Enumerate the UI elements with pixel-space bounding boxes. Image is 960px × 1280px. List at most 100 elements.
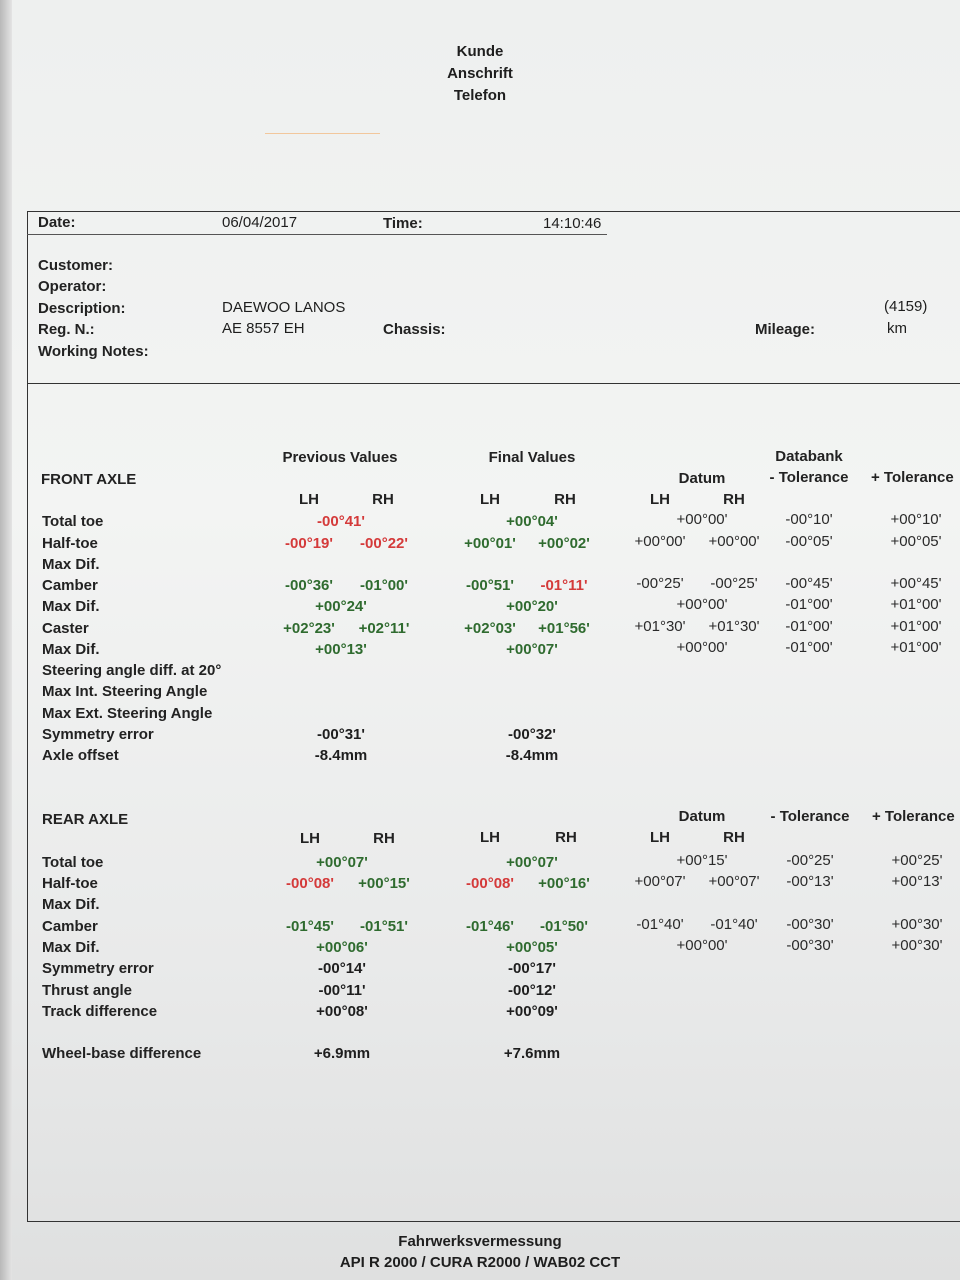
databank-d-l: -00°25' (636, 575, 684, 592)
value-fin-l: -01°46' (466, 918, 514, 935)
row-label: Max Dif. (42, 939, 100, 956)
value-prev-c: -8.4mm (314, 747, 368, 764)
databank-d-r: +01°30' (708, 618, 760, 635)
databank-d-c: +00°00' (676, 511, 728, 528)
front-datum-lh: LH (650, 491, 670, 508)
value-prev-c: -00°41' (317, 513, 365, 530)
databank-tm: -00°30' (786, 916, 834, 933)
front-datum-rh: RH (723, 491, 745, 508)
rear-prev-lh: LH (300, 830, 320, 847)
databank-tp: +01°00' (890, 596, 942, 613)
value-prev-c: +6.9mm (313, 1045, 371, 1062)
date-label: Date: (38, 214, 76, 231)
databank-tp: +01°00' (890, 639, 942, 656)
front-minus-tol-header: - Tolerance (769, 469, 849, 486)
databank-tp: +00°05' (890, 533, 942, 550)
databank-tm: -00°30' (786, 937, 834, 954)
databank-d-c: +00°00' (676, 596, 728, 613)
row-label: Caster (42, 620, 89, 637)
frame-left-line (27, 211, 28, 1222)
info-divider-line (27, 383, 960, 384)
header-telefon: Telefon (453, 87, 507, 104)
value-prev-l: -00°36' (285, 577, 333, 594)
row-label: Symmetry error (42, 726, 154, 743)
value-prev-c: -00°11' (318, 982, 366, 999)
databank-tm: -00°10' (785, 511, 833, 528)
value-prev-l: -01°45' (286, 918, 334, 935)
row-label: Thrust angle (42, 982, 133, 999)
row-label: Camber (42, 918, 98, 935)
databank-tm: -01°00' (785, 639, 833, 656)
row-label: Total toe (42, 513, 104, 530)
final-values-header: Final Values (488, 449, 576, 466)
value-prev-l: -00°08' (286, 875, 334, 892)
value-fin-c: +7.6mm (503, 1045, 561, 1062)
value-fin-l: +00°01' (464, 535, 516, 552)
reg-label: Reg. N.: (38, 321, 95, 338)
databank-tm: -01°00' (785, 596, 833, 613)
rear-datum-header: Datum (678, 808, 726, 825)
value-prev-r: +02°11' (358, 620, 410, 637)
databank-tm: -00°25' (786, 852, 834, 869)
value-prev-c: +00°13' (315, 641, 367, 658)
row-label: Max Ext. Steering Angle (42, 705, 213, 722)
row-label: Total toe (42, 854, 104, 871)
value-fin-c: -8.4mm (505, 747, 559, 764)
databank-d-c: +00°00' (676, 639, 728, 656)
rear-plus-tol-header: + Tolerance (872, 808, 955, 825)
value-prev-r: -01°51' (360, 918, 408, 935)
value-fin-c: +00°20' (506, 598, 558, 615)
front-datum-header: Datum (678, 470, 726, 487)
frame-bottom-line (27, 1221, 960, 1222)
rear-datum-rh: RH (723, 829, 745, 846)
value-fin-c: -00°32' (508, 726, 556, 743)
frame-top-line (27, 211, 960, 212)
databank-tp: +00°10' (890, 511, 942, 528)
row-label: Max Dif. (42, 556, 100, 573)
row-label: Max Dif. (42, 896, 100, 913)
rear-minus-tol-header: - Tolerance (770, 808, 850, 825)
databank-tp: +00°30' (891, 937, 943, 954)
description-code: (4159) (884, 298, 928, 315)
paper-edge (0, 0, 12, 1280)
value-fin-c: -00°12' (508, 982, 556, 999)
value-prev-l: +02°23' (283, 620, 335, 637)
value-fin-l: -00°51' (466, 577, 514, 594)
front-fin-lh: LH (480, 491, 500, 508)
row-label: Axle offset (42, 747, 119, 764)
value-fin-c: -00°17' (508, 960, 556, 977)
databank-d-r: -00°25' (710, 575, 758, 592)
databank-d-l: +01°30' (634, 618, 686, 635)
value-fin-r: -01°11' (540, 577, 588, 594)
value-fin-c: +00°04' (506, 513, 558, 530)
front-plus-tol-header: + Tolerance (871, 469, 954, 486)
databank-d-l: -01°40' (636, 916, 684, 933)
mileage-label: Mileage: (755, 321, 816, 338)
customer-label: Customer: (38, 257, 114, 274)
operator-label: Operator: (38, 278, 107, 295)
rear-fin-rh: RH (555, 829, 577, 846)
rear-datum-lh: LH (650, 829, 670, 846)
value-prev-c: +00°06' (316, 939, 368, 956)
databank-tp: +00°13' (891, 873, 943, 890)
value-fin-c: +00°09' (506, 1003, 558, 1020)
row-label: Half-toe (42, 875, 98, 892)
value-prev-c: +00°08' (316, 1003, 368, 1020)
rear-axle-title: REAR AXLE (42, 811, 129, 828)
value-prev-c: +00°24' (315, 598, 367, 615)
row-label: Max Dif. (42, 641, 100, 658)
databank-tp: +01°00' (890, 618, 942, 635)
footer-models: API R 2000 / CURA R2000 / WAB02 CCT (339, 1254, 621, 1271)
value-fin-r: +00°16' (538, 875, 590, 892)
row-label: Camber (42, 577, 98, 594)
reg-value: AE 8557 EH (222, 320, 305, 337)
databank-d-l: +00°00' (634, 533, 686, 550)
time-label: Time: (383, 215, 423, 232)
databank-d-r: +00°00' (708, 533, 760, 550)
footer-title: Fahrwerksvermessung (398, 1233, 562, 1250)
databank-tp: +00°25' (891, 852, 943, 869)
row-label: Symmetry error (42, 960, 154, 977)
date-underline (27, 234, 607, 235)
value-fin-l: +02°03' (464, 620, 516, 637)
